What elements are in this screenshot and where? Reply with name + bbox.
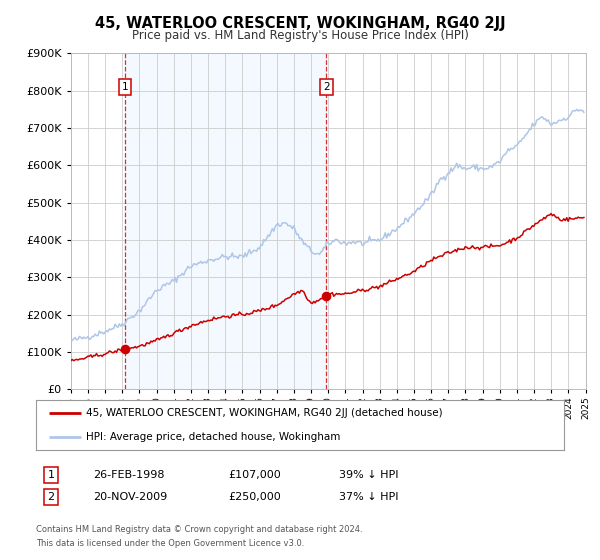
Text: 26-FEB-1998: 26-FEB-1998 — [93, 470, 164, 480]
Text: 45, WATERLOO CRESCENT, WOKINGHAM, RG40 2JJ: 45, WATERLOO CRESCENT, WOKINGHAM, RG40 2… — [95, 16, 505, 31]
Bar — [125, 53, 326, 389]
Text: 1: 1 — [47, 470, 55, 480]
Text: Price paid vs. HM Land Registry's House Price Index (HPI): Price paid vs. HM Land Registry's House … — [131, 29, 469, 42]
Point — [120, 345, 130, 354]
Text: 45, WATERLOO CRESCENT, WOKINGHAM, RG40 2JJ (detached house): 45, WATERLOO CRESCENT, WOKINGHAM, RG40 2… — [86, 408, 443, 418]
Text: £250,000: £250,000 — [228, 492, 281, 502]
Text: 2: 2 — [47, 492, 55, 502]
Text: Contains HM Land Registry data © Crown copyright and database right 2024.: Contains HM Land Registry data © Crown c… — [36, 525, 362, 534]
Text: 37% ↓ HPI: 37% ↓ HPI — [339, 492, 398, 502]
Text: HPI: Average price, detached house, Wokingham: HPI: Average price, detached house, Woki… — [86, 432, 341, 442]
Text: 2: 2 — [323, 82, 329, 92]
Text: 1: 1 — [122, 82, 128, 92]
Text: 20-NOV-2009: 20-NOV-2009 — [93, 492, 167, 502]
Text: This data is licensed under the Open Government Licence v3.0.: This data is licensed under the Open Gov… — [36, 539, 304, 548]
Text: £107,000: £107,000 — [228, 470, 281, 480]
Text: 39% ↓ HPI: 39% ↓ HPI — [339, 470, 398, 480]
Point — [322, 291, 331, 300]
